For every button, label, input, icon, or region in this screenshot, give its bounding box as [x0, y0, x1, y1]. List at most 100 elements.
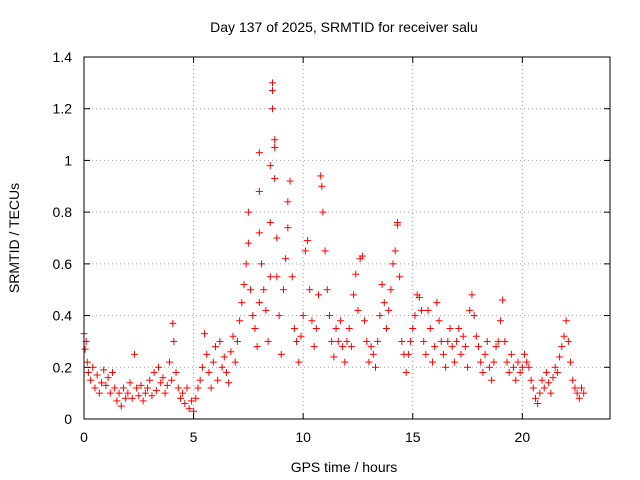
data-point	[137, 381, 145, 389]
data-point	[336, 317, 344, 325]
data-point	[426, 325, 434, 332]
data-point	[275, 312, 283, 320]
data-point	[398, 337, 406, 345]
data-point	[409, 325, 417, 332]
data-point	[119, 384, 127, 392]
data-point	[255, 187, 263, 195]
data-point	[115, 389, 123, 397]
x-tick-label: 0	[80, 429, 88, 445]
data-point	[547, 389, 555, 397]
data-point	[499, 296, 507, 304]
data-point	[551, 363, 559, 371]
data-point	[365, 358, 373, 366]
data-point	[290, 325, 298, 332]
data-point	[141, 389, 149, 397]
data-point	[503, 358, 511, 366]
data-point	[418, 306, 426, 314]
data-point	[93, 371, 101, 379]
data-point	[169, 319, 177, 327]
data-point	[450, 358, 458, 366]
data-point	[161, 389, 169, 397]
data-point	[227, 348, 235, 356]
data-point	[446, 325, 454, 332]
data-point	[475, 343, 482, 351]
y-tick-label: 1	[64, 152, 72, 168]
axis-ticks	[83, 56, 610, 420]
x-tick-label: 20	[515, 429, 531, 445]
data-point	[367, 343, 375, 351]
data-point	[562, 317, 570, 325]
data-point	[220, 353, 228, 361]
data-point	[407, 337, 415, 345]
data-point	[124, 389, 132, 397]
data-point	[174, 384, 182, 392]
data-point	[374, 337, 382, 345]
data-point	[507, 350, 515, 358]
data-point	[266, 218, 274, 226]
data-point	[236, 317, 244, 325]
data-point	[209, 358, 217, 366]
data-point	[457, 350, 465, 358]
data-points	[80, 79, 588, 415]
data-point	[284, 198, 292, 206]
x-tick-label: 10	[295, 429, 311, 445]
data-point	[170, 337, 178, 345]
data-point	[249, 312, 257, 320]
data-point	[258, 260, 266, 268]
data-point	[422, 350, 430, 358]
data-point	[317, 172, 325, 180]
data-point	[150, 368, 158, 376]
data-point	[183, 384, 191, 392]
data-point	[157, 379, 165, 387]
data-point	[104, 374, 112, 382]
data-point	[233, 337, 241, 345]
data-point	[575, 394, 583, 402]
data-point	[347, 343, 355, 351]
data-point	[461, 343, 469, 351]
data-point	[376, 312, 384, 320]
data-point	[242, 260, 250, 268]
data-point	[358, 252, 366, 260]
data-point	[205, 368, 213, 376]
data-point	[569, 376, 577, 384]
x-axis-label: GPS time / hours	[291, 459, 398, 475]
data-point	[428, 358, 436, 366]
data-point	[564, 337, 572, 345]
data-point	[343, 337, 351, 345]
data-point	[297, 332, 305, 340]
data-point	[490, 358, 498, 366]
data-point	[433, 299, 441, 307]
data-point	[282, 255, 290, 263]
data-point	[304, 237, 312, 245]
data-point	[470, 312, 478, 320]
data-point	[531, 394, 539, 402]
data-point	[139, 397, 147, 405]
data-point	[122, 394, 130, 402]
data-point	[556, 353, 564, 361]
data-point	[363, 337, 371, 345]
data-point	[542, 368, 550, 376]
data-point	[518, 363, 526, 371]
data-point	[549, 374, 557, 382]
data-point	[573, 389, 581, 397]
data-point	[567, 358, 575, 366]
data-point	[571, 384, 579, 392]
data-point	[308, 317, 316, 325]
data-point	[371, 363, 379, 371]
data-point	[168, 376, 176, 384]
data-point	[553, 368, 561, 376]
data-point	[404, 350, 412, 358]
data-point	[442, 363, 450, 371]
data-point	[196, 376, 204, 384]
data-point	[81, 345, 89, 353]
data-point	[130, 350, 138, 358]
data-point	[464, 363, 472, 371]
data-point	[578, 384, 586, 392]
y-tick-label: 1.2	[53, 101, 73, 117]
data-point	[516, 368, 524, 376]
data-point	[212, 343, 219, 351]
data-point	[214, 376, 222, 384]
data-point	[159, 374, 167, 382]
data-point	[341, 358, 349, 366]
